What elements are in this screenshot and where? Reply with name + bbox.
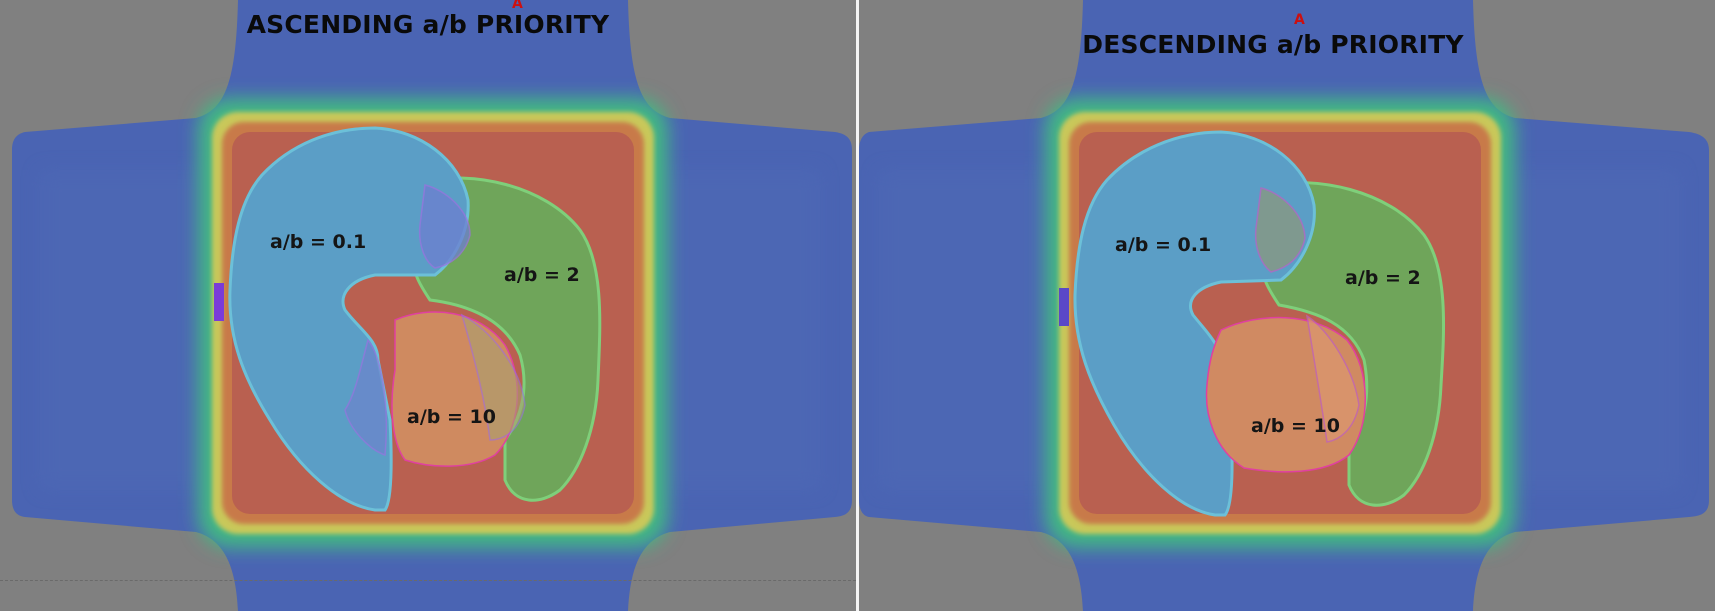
panel-divider: [856, 0, 859, 611]
dose-map-left: [12, 0, 852, 611]
panel-title: DESCENDING a/b PRIORITY: [1082, 30, 1464, 59]
region-low-label: a/b = 0.1: [1115, 234, 1212, 256]
region-low-label: a/b = 0.1: [270, 231, 367, 253]
marker-a: A: [1294, 12, 1305, 28]
dose-map-right: [859, 0, 1709, 611]
region-high-label: a/b = 10: [407, 406, 496, 428]
region-high-label: a/b = 10: [1251, 415, 1340, 437]
region-low: [1073, 130, 1316, 517]
marker-a: A: [512, 0, 523, 12]
notch-marker: [214, 283, 224, 321]
region-mid-label: a/b = 2: [504, 264, 580, 286]
region-mid: [1260, 181, 1446, 507]
notch-marker: [1059, 288, 1069, 326]
descending-priority-panel: DESCENDING a/b PRIORITY A a/b = 0.1 a/b …: [859, 0, 1715, 611]
dashed-guide-line: [0, 580, 856, 581]
panel-title: ASCENDING a/b PRIORITY: [246, 10, 610, 39]
region-mid: [412, 176, 602, 502]
region-mid-label: a/b = 2: [1345, 267, 1421, 289]
ascending-priority-panel: ASCENDING a/b PRIORITY A a/b = 0.1 a/b =…: [0, 0, 856, 611]
